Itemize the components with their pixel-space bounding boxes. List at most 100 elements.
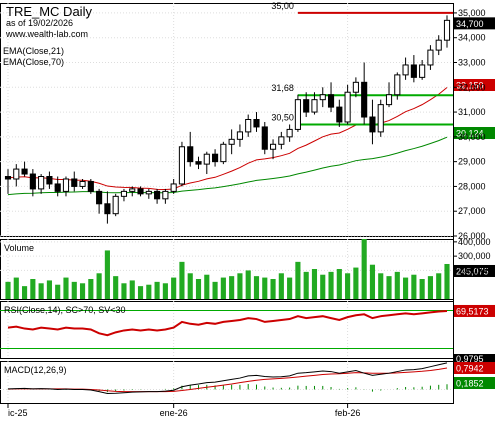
candle-up (311, 99, 318, 113)
candle-up (129, 188, 136, 192)
volume-bar (88, 279, 94, 299)
candle-up (344, 91, 351, 123)
candle-up (220, 143, 227, 163)
hist-last-tag-bg (454, 377, 495, 389)
candle-down (137, 188, 144, 195)
candle-up (435, 39, 442, 51)
volume-bar (195, 279, 202, 299)
volume-bar (287, 277, 293, 299)
volume-bar (328, 271, 334, 299)
volume-bar (13, 277, 19, 299)
volume-bar (386, 276, 392, 299)
last-close-tag-bg (454, 17, 495, 30)
macd-last-tag-bg (454, 354, 495, 364)
candle-down (154, 190, 161, 200)
volume-bar (162, 283, 168, 299)
volume-bar (187, 273, 193, 299)
volume-bar (353, 267, 359, 299)
candle-up (419, 64, 426, 78)
rsi-marks: 69,5173 (0, 304, 495, 349)
hist-last-tag: 0,1852 (456, 379, 484, 389)
candle-down (46, 176, 53, 185)
price-y-tick-label: 33,000 (458, 57, 486, 67)
volume-bar (5, 281, 11, 299)
rsi-last-tag-bg (454, 304, 495, 317)
candle-up (319, 94, 326, 101)
volume-last-tag: 245,075 (456, 266, 489, 276)
candle-up (112, 195, 119, 215)
last-ema21-tag-bg (454, 79, 495, 91)
candle-up (203, 153, 210, 165)
volume-bar (303, 271, 309, 299)
legend-ema21: EMA(Close,21) (3, 46, 64, 56)
candle-down (29, 173, 36, 190)
volume-bar (253, 276, 260, 299)
volume-y-tick-label: 200,000 (458, 265, 491, 275)
volume-bar (30, 279, 36, 299)
candle-up (120, 190, 128, 197)
volume-bar (444, 263, 450, 299)
volume-bar (311, 269, 318, 299)
pane-frames (0, 3, 454, 404)
candle-up (294, 99, 301, 130)
x-tick-label: ic-25 (8, 408, 28, 418)
candle-down (361, 81, 368, 118)
candle-up (443, 19, 451, 41)
candle-up (352, 81, 359, 93)
macd-line (7, 362, 448, 395)
candle-down (187, 146, 194, 163)
candle-down (212, 153, 219, 163)
rsi-last-tag: 69,5173 (456, 306, 489, 316)
candle-down (369, 116, 376, 133)
price-y-tick-label: 34,000 (458, 33, 486, 43)
volume-bar (71, 281, 77, 299)
volume-bar (419, 279, 425, 299)
volume-bar (270, 279, 276, 299)
level-label-2: 30,50 (271, 112, 294, 122)
candle-up (145, 190, 152, 195)
volume-last-tag-bg (454, 264, 495, 277)
x-tick-label: ene-26 (160, 408, 188, 418)
volume-bar (113, 276, 119, 299)
candle-down (253, 119, 260, 128)
signal-last-tag: 0,7942 (456, 364, 484, 374)
volume-bar (55, 284, 61, 299)
candle-up (13, 168, 20, 180)
candle-up (236, 131, 243, 140)
volume-bar (79, 283, 86, 299)
price-y-tick-label: 26,000 (458, 231, 486, 241)
price-y-tick-label: 27,000 (458, 206, 486, 216)
volume-bar (146, 284, 152, 299)
volume-bar (394, 271, 400, 299)
volume-bar (378, 273, 384, 299)
candle-down (303, 99, 310, 113)
candle-up (245, 119, 252, 133)
volume-bar (245, 270, 251, 299)
candle-up (162, 190, 169, 200)
volume-bar (262, 277, 268, 299)
volume-bar (179, 261, 185, 299)
volume-bar (129, 280, 135, 299)
candle-up (62, 178, 70, 192)
volume-bar (63, 277, 69, 299)
candle-up (394, 74, 401, 96)
volume-bar (46, 280, 52, 299)
volume-title: Volume (4, 243, 34, 253)
as-of-date: as of 19/02/2026 (6, 18, 73, 28)
candle-down (96, 190, 103, 205)
volume-y-tick-label: 400,000 (458, 237, 491, 247)
volume-bar (171, 277, 177, 299)
candle-up (79, 180, 86, 187)
candle-up (278, 136, 285, 145)
last-ema70-tag-bg (454, 127, 495, 139)
volume-bar (427, 276, 434, 299)
volume-bar (369, 264, 376, 299)
candle-down (87, 180, 94, 192)
volume-bar (237, 273, 243, 299)
volume-bar (220, 277, 226, 299)
volume-bar (345, 273, 351, 299)
candle-down (71, 178, 78, 187)
candle-up (427, 49, 434, 66)
